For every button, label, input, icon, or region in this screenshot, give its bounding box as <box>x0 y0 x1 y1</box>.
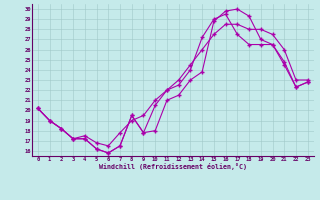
X-axis label: Windchill (Refroidissement éolien,°C): Windchill (Refroidissement éolien,°C) <box>99 163 247 170</box>
